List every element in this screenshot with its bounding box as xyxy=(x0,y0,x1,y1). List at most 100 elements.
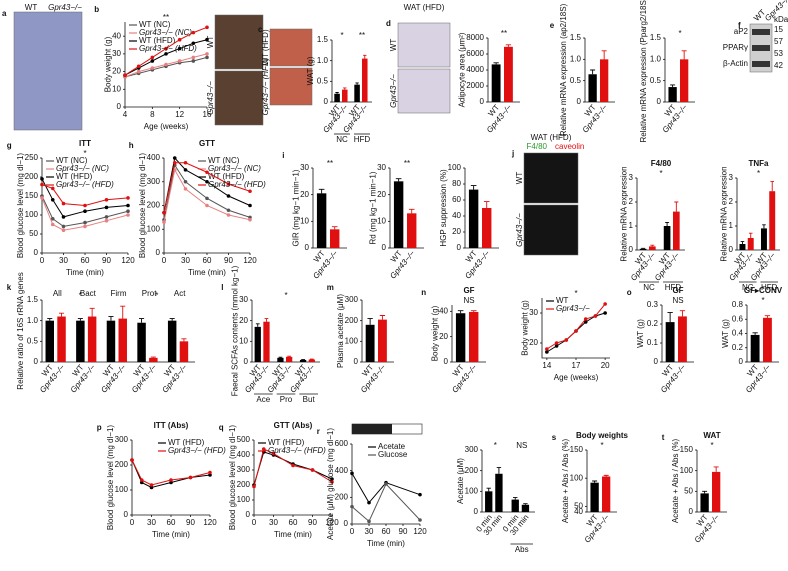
point xyxy=(150,59,155,63)
panel-letter: g xyxy=(7,141,12,150)
image-label: Gpr43−/− xyxy=(206,81,215,115)
error-bar xyxy=(355,82,359,85)
point xyxy=(554,341,559,345)
y-axis-label: Acetate (μM) xyxy=(456,458,465,504)
y-tick-label: 20 xyxy=(439,332,448,341)
point xyxy=(191,41,196,46)
bar xyxy=(763,317,772,362)
x-axis-label: Time (min) xyxy=(188,268,226,277)
y-tick-label: 0 xyxy=(654,357,659,366)
legend-label: WT (HFD) xyxy=(139,36,176,45)
error-bar xyxy=(764,315,771,318)
point xyxy=(83,209,87,213)
point xyxy=(162,220,166,224)
y-tick-label: 0 xyxy=(244,357,249,366)
bar xyxy=(354,84,360,102)
y-tick-label: 200 xyxy=(115,460,129,469)
x-tick-label: 30 xyxy=(269,518,278,527)
point xyxy=(183,179,188,184)
chart-title: WAT xyxy=(703,431,720,440)
error-bar xyxy=(523,503,528,505)
series-line xyxy=(253,448,333,487)
x-tick-label: 17 xyxy=(572,361,581,370)
point xyxy=(226,194,231,198)
error-bar xyxy=(513,497,518,500)
y-tick-label: 3 xyxy=(629,173,634,182)
y-tick-label: 0 xyxy=(34,248,39,257)
y-axis-label: WAT (g) xyxy=(636,319,645,348)
panel-letter: e xyxy=(550,21,555,30)
blot-unit: kDa xyxy=(774,15,788,24)
error-bar xyxy=(505,44,512,47)
point xyxy=(191,30,196,35)
y-axis-label: Acetate + Abs / Abs (%) xyxy=(561,439,570,524)
y-tick-label: 10 xyxy=(112,84,121,93)
x-tick-label: 90 xyxy=(186,518,195,527)
error-bar xyxy=(58,312,65,317)
point xyxy=(164,62,168,67)
error-bar xyxy=(702,490,708,494)
y-tick-label: 0.6 xyxy=(732,314,744,323)
y-tick-label: 0.2 xyxy=(647,319,659,328)
bar xyxy=(511,499,519,512)
category-label: Pro xyxy=(280,395,293,404)
y-axis-label: Acetate (μM) glucose (mg dl−1) xyxy=(326,428,335,540)
error-bar xyxy=(47,318,53,321)
y-tick-label: 40 xyxy=(452,211,461,220)
panel-letter: p xyxy=(97,423,102,432)
y-tick-label: 20 xyxy=(112,67,121,76)
x-axis-label: Age (weeks) xyxy=(144,122,189,131)
y-tick-label: 50 xyxy=(29,229,38,238)
y-tick-label: 0.5 xyxy=(317,76,329,85)
point xyxy=(61,201,66,206)
point xyxy=(188,475,193,480)
point xyxy=(226,208,231,213)
panel-letter: h xyxy=(129,141,134,150)
blot-row-label: aP2 xyxy=(734,27,749,36)
y-tick-label: 200 xyxy=(25,172,39,181)
point xyxy=(545,350,549,354)
panel-letter: l xyxy=(221,283,223,292)
x-tick-label: 30 xyxy=(147,518,156,527)
point xyxy=(150,55,155,60)
point xyxy=(83,224,87,229)
x-tick-label: 60 xyxy=(203,256,212,265)
y-tick-label: 80 xyxy=(452,179,461,188)
y-tick-label: 250 xyxy=(25,153,39,162)
y-tick-label: 400 xyxy=(147,153,161,162)
legend-label: Gpr43−/− (NC) xyxy=(208,164,261,173)
y-tick-label: 0 xyxy=(689,507,694,516)
annotation: NS xyxy=(463,296,474,305)
chart-title: GTT (Abs) xyxy=(274,421,313,430)
y-tick-label: 0 xyxy=(729,245,734,254)
panel-letter: d xyxy=(386,19,391,28)
y-axis-label: Body weight (g) xyxy=(103,36,112,92)
y-tick-label: 50 xyxy=(574,501,583,510)
point xyxy=(350,504,354,509)
image-label: WT xyxy=(25,3,38,12)
error-bar xyxy=(457,310,464,314)
point xyxy=(367,519,371,524)
point xyxy=(384,482,388,486)
y-tick-label: 100 xyxy=(237,495,251,504)
annotation: ** xyxy=(404,159,410,168)
legend-label: Gpr43−/− (HFD) xyxy=(208,180,266,189)
y-tick-label: 30 xyxy=(112,49,121,58)
chart-title: F4/80 xyxy=(651,159,672,168)
bar xyxy=(495,473,503,512)
y-tick-label: 400 xyxy=(335,466,349,475)
x-tick-label: 0 xyxy=(252,518,257,527)
error-bar xyxy=(650,244,655,247)
axis-line xyxy=(541,298,610,359)
error-bar xyxy=(278,356,283,358)
blot-marker: 57 xyxy=(774,37,783,46)
annotation: ** xyxy=(501,29,507,38)
point xyxy=(554,344,559,348)
bar xyxy=(602,476,611,512)
bar xyxy=(137,322,146,362)
bar xyxy=(455,313,466,362)
x-tick-label: 120 xyxy=(121,256,135,265)
y-tick-label: 30 xyxy=(300,163,309,172)
annotation: * xyxy=(710,441,713,450)
chart-title: GF xyxy=(672,286,683,295)
